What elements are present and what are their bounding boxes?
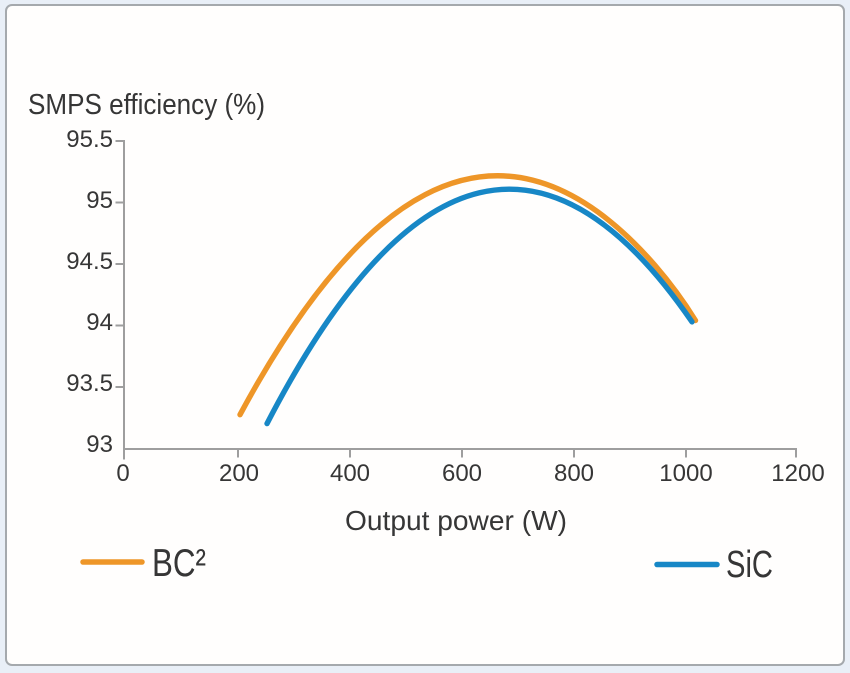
svg-text:95.5: 95.5 <box>66 126 113 153</box>
svg-text:94.5: 94.5 <box>66 248 113 275</box>
svg-text:95: 95 <box>86 187 113 214</box>
svg-text:400: 400 <box>330 460 370 487</box>
svg-text:BC²: BC² <box>152 542 206 585</box>
svg-text:93.5: 93.5 <box>66 370 113 397</box>
svg-text:SiC: SiC <box>726 544 773 586</box>
svg-text:1200: 1200 <box>771 460 824 487</box>
svg-text:800: 800 <box>554 460 594 487</box>
svg-text:1000: 1000 <box>659 460 712 487</box>
svg-text:94: 94 <box>86 309 113 336</box>
svg-text:600: 600 <box>442 460 482 487</box>
svg-text:200: 200 <box>219 460 259 487</box>
svg-text:Output power (W): Output power (W) <box>345 505 567 536</box>
svg-text:93: 93 <box>86 431 113 458</box>
svg-text:SMPS efficiency (%): SMPS efficiency (%) <box>28 89 265 121</box>
svg-text:0: 0 <box>116 460 129 487</box>
